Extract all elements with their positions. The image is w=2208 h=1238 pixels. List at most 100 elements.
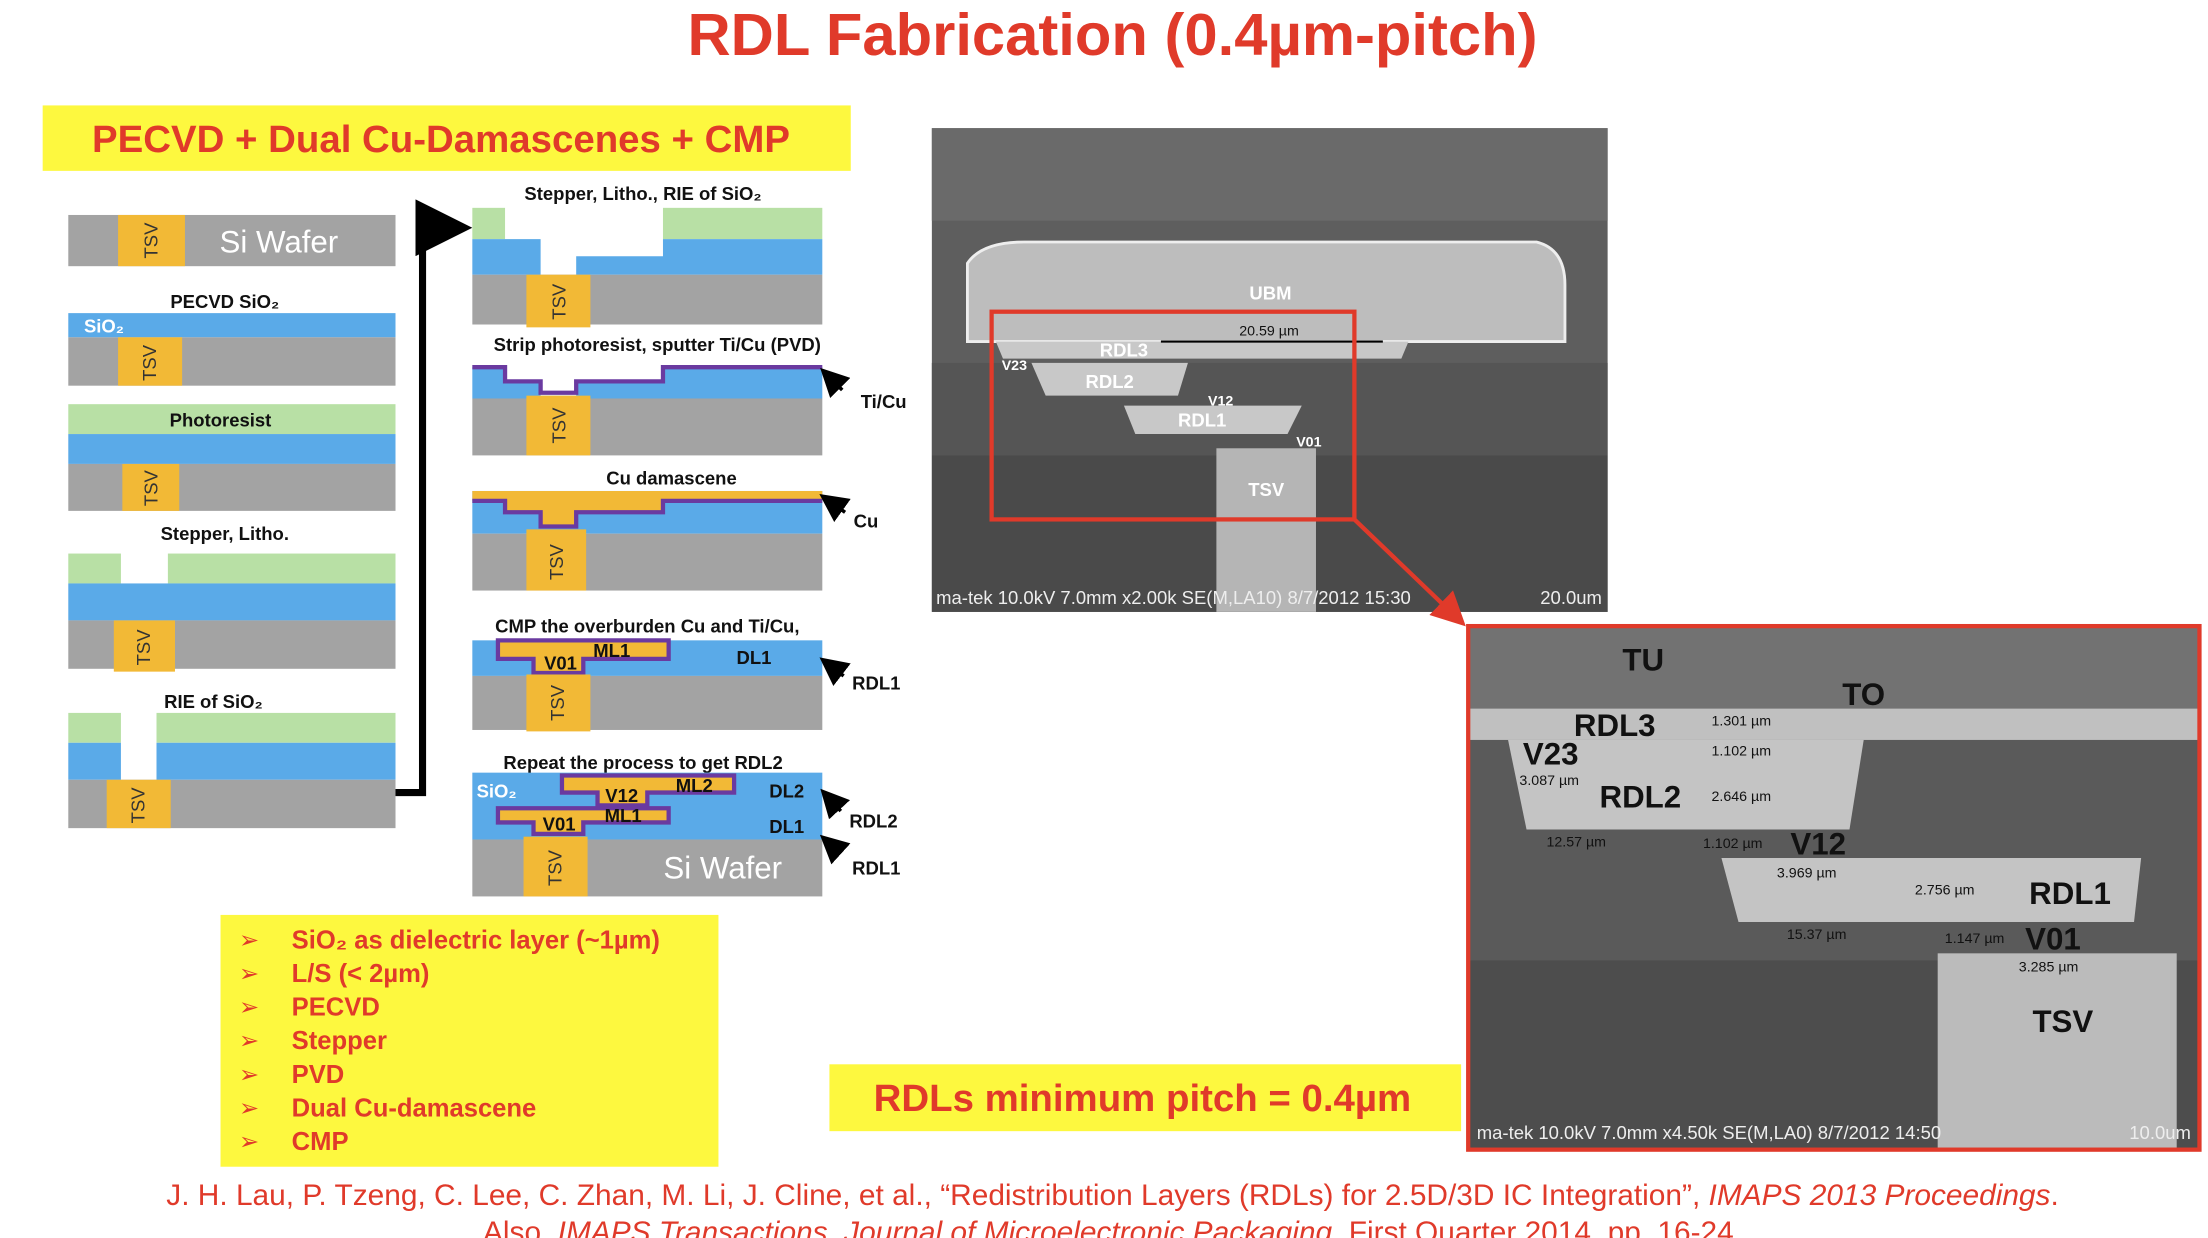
tsv-label: TSV (133, 629, 154, 666)
sio2-label: SiO₂ (477, 781, 517, 802)
bullets-bg (220, 914, 719, 1167)
sem-scale: 20.0um (1540, 587, 1602, 608)
banner: PECVD + Dual Cu-Damascenes + CMP (92, 118, 790, 161)
v12-label: V12 (605, 785, 638, 806)
tsv-label: TSV (544, 849, 565, 886)
sem-label: RDL2 (1086, 371, 1134, 392)
bullet-item: PECVD (292, 994, 380, 1022)
ref-text: IMAPS 2013 Proceedings (1709, 1179, 2051, 1212)
ml1 (495, 638, 671, 676)
sem-caption: ma-tek 10.0kV 7.0mm x2.00k SE(M,LA10) 8/… (936, 587, 1411, 608)
wafer (472, 533, 823, 591)
zoom-frame (1466, 623, 2202, 1152)
sem-caption: ma-tek 10.0kV 7.0mm x4.50k SE(M,LA0) 8/7… (1477, 1122, 1941, 1143)
zoom-box (989, 309, 1357, 522)
tsv (1216, 448, 1316, 612)
left-steps: TSV Si Wafer PECVD SiO₂ TSV SiO₂ Photore… (68, 214, 396, 829)
right-steps: Stepper, Litho., RIE of SiO₂ TSV Strip p… (472, 183, 907, 897)
tsv (122, 463, 180, 511)
photoresist (167, 553, 396, 584)
sem-label: V23 (1002, 358, 1027, 374)
tsv-label: TSV (549, 407, 570, 444)
sem-image-2: TU TO RDL3 V23 RDL2 V12 RDL1 V01 TSV 1.3… (1466, 623, 2202, 1152)
sem-label: V01 (1296, 435, 1321, 451)
wafer-label: Si Wafer (663, 850, 782, 885)
pointer (820, 367, 851, 399)
tsv (113, 620, 175, 672)
bullet-marker: ➢ (239, 994, 259, 1021)
tsv-label: TSV (140, 222, 161, 259)
sem-label: RDL2 (1600, 779, 1682, 814)
sem-label: RDL3 (1574, 708, 1656, 743)
tsv-label: TSV (547, 684, 568, 721)
rdl2-label: RDL2 (849, 811, 897, 832)
bullet-marker: ➢ (239, 1128, 259, 1155)
photoresist (472, 207, 506, 240)
callout: RDLs minimum pitch = 0.4µm (874, 1077, 1412, 1120)
sem-label: V01 (2025, 922, 2081, 957)
rdl2 (1508, 739, 1864, 830)
tsv (523, 836, 588, 897)
tsv (526, 529, 587, 591)
bullet-marker: ➢ (239, 1095, 259, 1122)
bullet-item: PVD (292, 1061, 345, 1089)
measurement: 1.301 µm (1711, 713, 1771, 729)
bullet-item: Stepper (292, 1027, 387, 1055)
tsv-label: TSV (140, 469, 161, 506)
banner-bg (42, 105, 851, 171)
sem-label: V23 (1523, 737, 1579, 772)
step-label: Cu damascene (606, 468, 736, 489)
sio2 (472, 239, 823, 275)
bullet-item: CMP (292, 1128, 349, 1156)
ref-text: J. H. Lau, P. Tzeng, C. Lee, C. Zhan, M.… (166, 1179, 1708, 1212)
tsv-label: TSV (549, 283, 570, 320)
ticu-layer (472, 365, 823, 395)
measurement: 1.147 µm (1945, 931, 2005, 947)
photoresist-label: Photoresist (170, 409, 272, 430)
rdl1 (1721, 858, 2142, 923)
step-label: Repeat the process to get RDL2 (503, 752, 782, 773)
sem-label: TSV (2032, 1004, 2093, 1039)
tsv-label: TSV (546, 543, 567, 580)
dl1-label: DL1 (769, 816, 804, 837)
tsv (118, 214, 185, 267)
measurement: 2.646 µm (1711, 789, 1771, 805)
tsv (526, 274, 591, 328)
bullet-item: L/S (< 2µm) (292, 960, 430, 988)
bullet-marker: ➢ (239, 1061, 259, 1088)
sem-label: RDL3 (1100, 340, 1148, 361)
measurement: 3.969 µm (1777, 866, 1837, 882)
dl1-label: DL1 (737, 647, 772, 668)
v01-label: V01 (544, 653, 577, 674)
photoresist (662, 207, 823, 240)
sem-top (931, 128, 1608, 221)
dl2-label: DL2 (769, 781, 804, 802)
sem-label: V12 (1790, 826, 1846, 861)
rdl3 (1469, 708, 2199, 740)
sem-label: UBM (1249, 283, 1291, 304)
measurements: 1.301 µm 1.102 µm 3.087 µm 2.646 µm 12.57 µm… (1519, 713, 2078, 975)
ref-text: . (2050, 1179, 2058, 1212)
ref-text: , First Quarter 2014, pp. 16-24. (1332, 1216, 1742, 1238)
sem-image-1: UBM RDL3 20.59 µm V23 RDL2 V12 RDL1 V01 … (931, 128, 1608, 627)
wafer (472, 274, 823, 325)
sio2 (68, 313, 396, 338)
sem-label: RDL1 (2029, 876, 2111, 911)
photoresist (156, 712, 396, 743)
ticu-layer (472, 498, 823, 529)
flow-arrow (395, 199, 473, 797)
measurement: 12.57 µm (1546, 834, 1606, 850)
wafer (472, 675, 823, 730)
bullet-item: Dual Cu-damascene (292, 1094, 537, 1122)
measurement: 15.37 µm (1787, 927, 1847, 943)
sem-scale: 10.0um (2129, 1122, 2191, 1143)
step-label: Strip photoresist, sputter Ti/Cu (PVD) (494, 334, 821, 355)
reference-line: J. H. Lau, P. Tzeng, C. Lee, C. Zhan, M.… (166, 1179, 2059, 1212)
measurement: 2.756 µm (1915, 883, 1975, 899)
dimension-label: 20.59 µm (1239, 324, 1299, 340)
tsv (526, 395, 591, 456)
rdl1-label: RDL1 (852, 673, 900, 694)
measurement: 3.285 µm (2019, 960, 2079, 976)
